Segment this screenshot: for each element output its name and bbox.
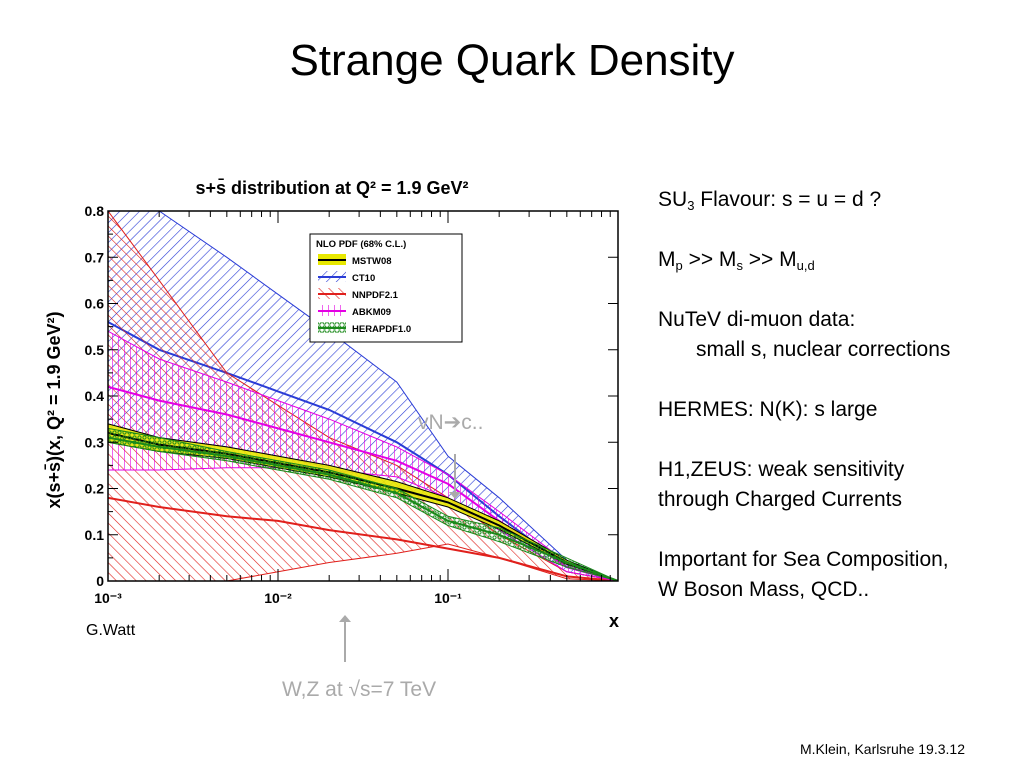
axes-layer: 0 0.1 0.2 0.3 0.4 0.5 0.6 0.7 0.8 10⁻³ 10⁻² 10⁻¹ [85,203,619,606]
notes: SU3 Flavour: s = u = d ? Mp >> Ms >> Mu,… [658,185,950,605]
arrow-right-icon: ➔ [443,411,462,434]
slide-title: Strange Quark Density [289,36,735,85]
note-nutev-1: NuTeV di-muon data: [658,308,856,331]
note-nutev-2: small s, nuclear corrections [696,338,951,361]
y-tick-label: 0.6 [85,296,105,312]
footer: M.Klein, Karlsruhe 19.3.12 [800,741,965,757]
y-tick-label: 0.4 [85,388,105,404]
note-h1-2: through Charged Currents [658,488,902,511]
central-nnpdf21 [108,496,618,581]
note-mass: Mp >> Ms >> Mu,d [658,248,815,273]
legend-label: CT10 [352,273,375,284]
y-tick-label: 0.1 [85,527,105,543]
nu-target: c.. [461,411,484,434]
x-tick-label: 10⁻³ [94,590,122,606]
note-su3: SU3 Flavour: s = u = d ? [658,188,882,213]
legend-label: ABKM09 [352,307,391,318]
nu-label: vN [418,411,444,434]
y-tick-label: 0.3 [85,434,105,450]
x-axis-label: x [609,611,619,631]
arrow-down-icon [454,454,456,498]
legend-label: HERAPDF1.0 [352,324,411,335]
y-tick-label: 0 [96,573,104,589]
note-h1-1: H1,ZEUS: weak sensitivity [658,458,905,481]
legend-title: NLO PDF (68% C.L.) [316,239,406,250]
band-herapdf10 [108,427,618,581]
arrow-down-head-icon [449,492,461,499]
credit: G.Watt [86,622,136,639]
legend-label: MSTW08 [352,256,392,267]
y-tick-label: 0.7 [85,249,105,265]
legend: NLO PDF (68% C.L.) MSTW08 CT10 NNPDF2.1 ABK… [309,233,463,343]
y-tick-label: 0.2 [85,481,105,497]
y-tick-label: 0.8 [85,203,105,219]
y-axis-label: x(s+s̄)(x, Q² = 1.9 GeV²) [44,311,64,508]
x-tick-label: 10⁻¹ [434,590,462,606]
arrow-up-icon [344,620,346,662]
arrow-up-head-icon [339,615,351,622]
note-hermes: HERMES: N(K): s large [658,398,878,421]
central-herapdf10 [108,436,618,581]
note-importance-1: Important for Sea Composition, [658,548,949,571]
chart: s+s̄ distribution at Q² = 1.9 GeV² x(s+s… [44,178,619,631]
chart-title: s+s̄ distribution at Q² = 1.9 GeV² [195,178,468,198]
wz-annotation: W,Z at √s=7 TeV [282,678,437,701]
y-tick-label: 0.5 [85,342,105,358]
legend-label: NNPDF2.1 [352,290,399,301]
note-importance-2: W Boson Mass, QCD.. [658,578,870,601]
bands-layer [108,211,618,581]
x-tick-label: 10⁻² [264,590,292,606]
nu-annotation: vN➔c.. [418,410,483,435]
